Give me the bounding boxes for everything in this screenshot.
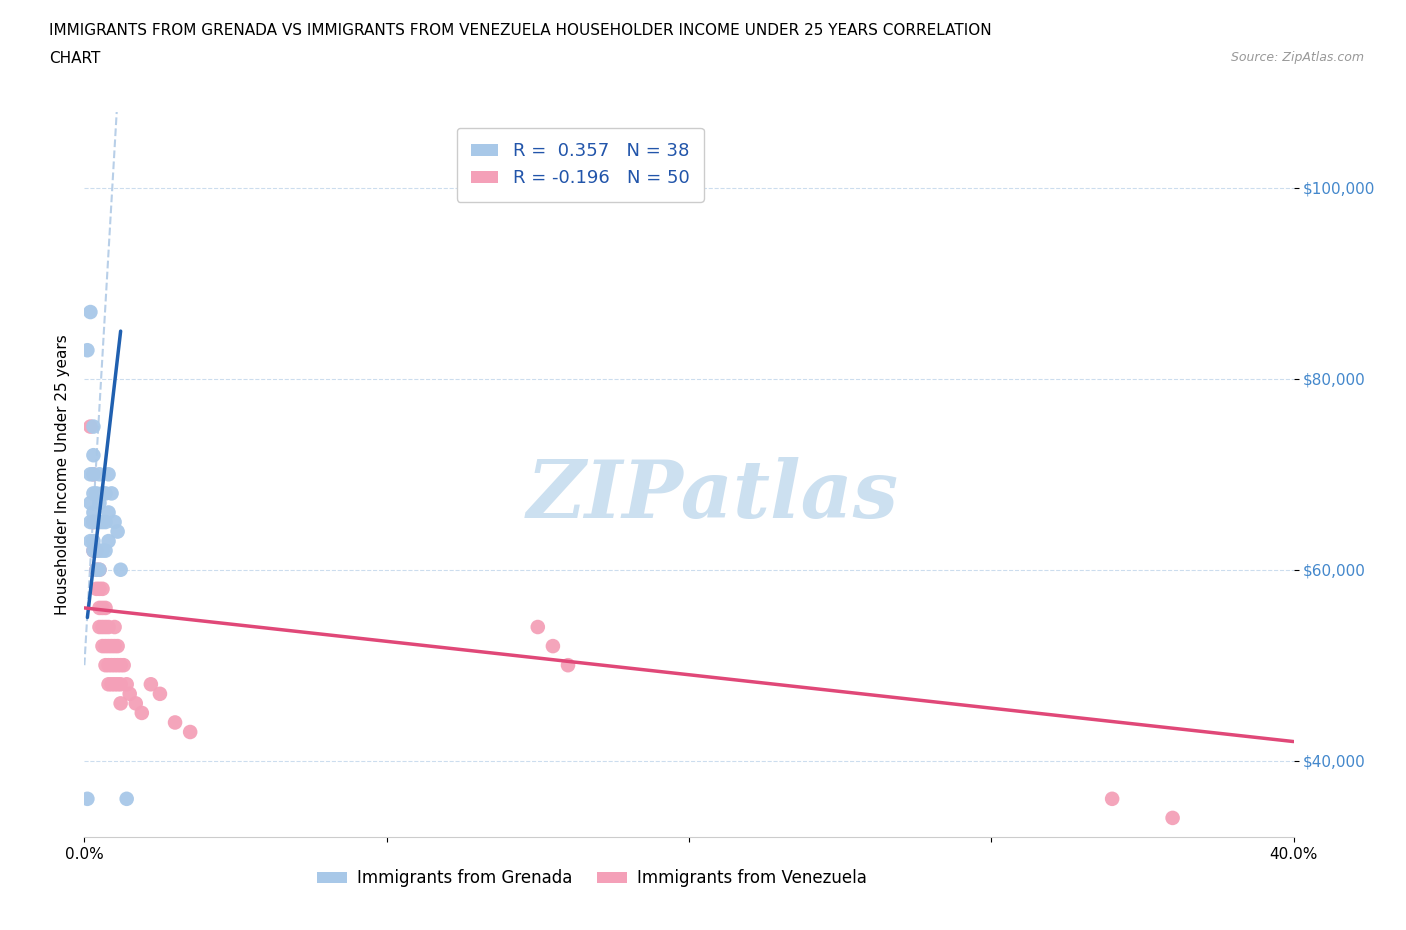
Point bbox=[97, 467, 120, 482]
Point bbox=[107, 677, 129, 692]
Point bbox=[97, 658, 120, 672]
Point bbox=[82, 419, 104, 434]
Point bbox=[89, 563, 111, 578]
Point bbox=[91, 486, 114, 501]
Point bbox=[100, 677, 122, 692]
Point bbox=[94, 639, 117, 654]
Point bbox=[82, 534, 104, 549]
Point bbox=[94, 619, 117, 634]
Point bbox=[82, 447, 104, 462]
Text: ZIPatlas: ZIPatlas bbox=[527, 458, 900, 535]
Text: CHART: CHART bbox=[49, 51, 101, 66]
Point bbox=[125, 696, 148, 711]
Point bbox=[1161, 810, 1184, 825]
Point bbox=[86, 563, 108, 578]
Point bbox=[541, 639, 564, 654]
Point bbox=[118, 686, 141, 701]
Point bbox=[82, 467, 104, 482]
Point bbox=[86, 563, 108, 578]
Point bbox=[104, 677, 127, 692]
Text: IMMIGRANTS FROM GRENADA VS IMMIGRANTS FROM VENEZUELA HOUSEHOLDER INCOME UNDER 25: IMMIGRANTS FROM GRENADA VS IMMIGRANTS FR… bbox=[49, 23, 991, 38]
Point bbox=[527, 619, 550, 634]
Point bbox=[115, 791, 138, 806]
Point bbox=[82, 514, 104, 529]
Text: Source: ZipAtlas.com: Source: ZipAtlas.com bbox=[1230, 51, 1364, 64]
Point bbox=[179, 724, 201, 739]
Point bbox=[76, 791, 98, 806]
Point bbox=[91, 639, 114, 654]
Point bbox=[82, 543, 104, 558]
Point bbox=[89, 467, 111, 482]
Point bbox=[97, 619, 120, 634]
Point bbox=[82, 486, 104, 501]
Y-axis label: Householder Income Under 25 years: Householder Income Under 25 years bbox=[55, 334, 70, 615]
Point bbox=[82, 467, 104, 482]
Point bbox=[86, 514, 108, 529]
Point bbox=[115, 677, 138, 692]
Point bbox=[76, 343, 98, 358]
Point bbox=[139, 677, 162, 692]
Point bbox=[86, 543, 108, 558]
Point bbox=[104, 619, 127, 634]
Point bbox=[79, 514, 101, 529]
Point bbox=[97, 534, 120, 549]
Point bbox=[104, 639, 127, 654]
Point bbox=[82, 505, 104, 520]
Point bbox=[86, 486, 108, 501]
Point bbox=[97, 639, 120, 654]
Point bbox=[110, 658, 132, 672]
Point bbox=[91, 581, 114, 596]
Point bbox=[79, 305, 101, 320]
Point bbox=[91, 543, 114, 558]
Point bbox=[94, 486, 117, 501]
Point bbox=[104, 514, 127, 529]
Point bbox=[165, 715, 187, 730]
Point bbox=[104, 658, 127, 672]
Point bbox=[79, 496, 101, 511]
Point bbox=[79, 419, 101, 434]
Point bbox=[112, 658, 135, 672]
Point bbox=[107, 658, 129, 672]
Point bbox=[94, 601, 117, 616]
Point bbox=[89, 581, 111, 596]
Point bbox=[110, 677, 132, 692]
Point bbox=[91, 514, 114, 529]
Point bbox=[100, 486, 122, 501]
Point bbox=[91, 601, 114, 616]
Point bbox=[97, 677, 120, 692]
Point bbox=[100, 658, 122, 672]
Point bbox=[91, 619, 114, 634]
Point bbox=[89, 514, 111, 529]
Point bbox=[86, 543, 108, 558]
Point bbox=[557, 658, 579, 672]
Point bbox=[89, 543, 111, 558]
Point bbox=[89, 601, 111, 616]
Point bbox=[89, 496, 111, 511]
Point bbox=[89, 619, 111, 634]
Point bbox=[97, 505, 120, 520]
Point bbox=[107, 525, 129, 539]
Point bbox=[110, 696, 132, 711]
Point bbox=[100, 639, 122, 654]
Point bbox=[82, 543, 104, 558]
Point bbox=[94, 658, 117, 672]
Point bbox=[1101, 791, 1123, 806]
Point bbox=[86, 581, 108, 596]
Point bbox=[149, 686, 172, 701]
Point bbox=[94, 514, 117, 529]
Point bbox=[110, 563, 132, 578]
Point bbox=[89, 563, 111, 578]
Point bbox=[131, 706, 153, 721]
Point bbox=[94, 543, 117, 558]
Point bbox=[107, 639, 129, 654]
Legend: Immigrants from Grenada, Immigrants from Venezuela: Immigrants from Grenada, Immigrants from… bbox=[311, 863, 875, 894]
Point bbox=[82, 514, 104, 529]
Point bbox=[79, 467, 101, 482]
Point bbox=[79, 534, 101, 549]
